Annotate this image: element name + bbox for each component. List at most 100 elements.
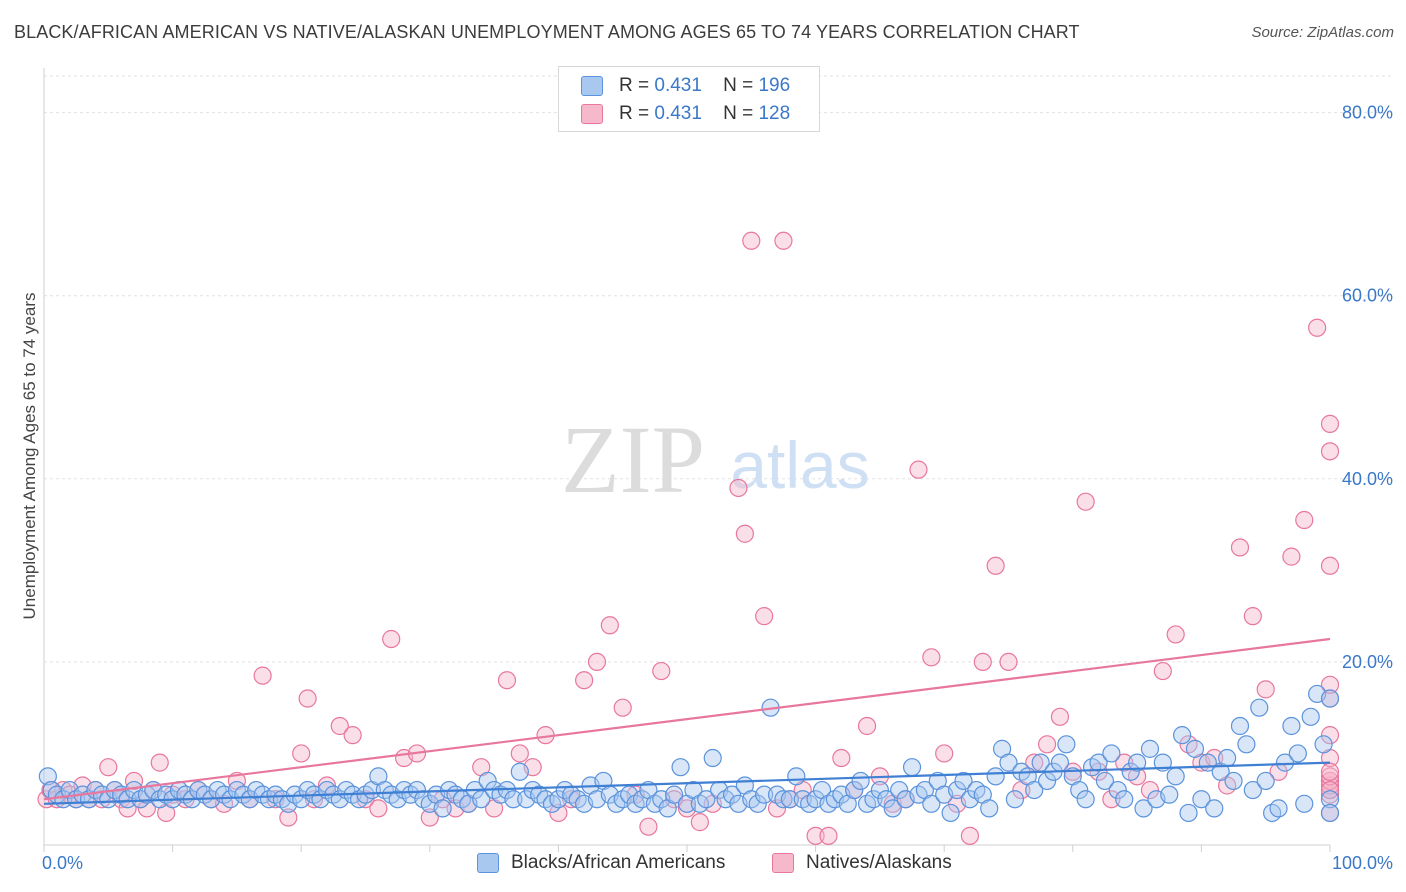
x-tick-label: 100.0%	[1332, 853, 1393, 873]
natives-point	[1295, 510, 1314, 530]
blacks-point	[1205, 799, 1224, 818]
legend-swatch-pink	[772, 853, 794, 873]
blacks-point	[671, 758, 690, 777]
natives-point	[549, 803, 568, 823]
natives-point	[1320, 785, 1340, 804]
blacks-point	[1057, 735, 1076, 754]
natives-point	[99, 758, 118, 777]
blacks-point	[1237, 735, 1256, 754]
blacks-point	[510, 762, 529, 781]
blacks-point	[697, 790, 716, 809]
blacks-point	[38, 767, 57, 786]
blacks-point	[1301, 707, 1320, 726]
blacks-point	[1005, 790, 1025, 809]
natives-point	[1256, 680, 1275, 699]
natives-point	[742, 231, 761, 250]
natives-point	[729, 478, 748, 498]
blacks-point	[433, 799, 452, 818]
legend-swatch-blue	[581, 76, 603, 96]
legend-row-blacks: R = 0.431 N = 196	[581, 73, 790, 99]
blacks-point	[1185, 739, 1205, 758]
natives-point	[369, 799, 388, 818]
blacks-point	[986, 767, 1005, 786]
blacks-point	[1320, 803, 1340, 823]
blacks-point	[1224, 771, 1243, 791]
blacks-point	[1320, 689, 1340, 708]
natives-point	[92, 790, 111, 809]
natives-point	[832, 748, 851, 768]
r-label: R =	[619, 103, 650, 124]
y-tick-label: 60.0%	[1342, 286, 1393, 306]
blacks-point	[1070, 780, 1089, 800]
natives-point	[1153, 661, 1172, 681]
watermark-zip: ZIP	[561, 406, 705, 513]
natives-point	[112, 790, 131, 809]
natives-point	[1320, 414, 1340, 433]
natives-point	[124, 771, 144, 791]
natives-point	[1320, 442, 1340, 461]
natives-point	[755, 607, 774, 626]
natives-point	[774, 231, 793, 250]
blacks-point	[780, 790, 799, 809]
natives-point	[1320, 726, 1340, 745]
blacks-point	[1230, 716, 1250, 736]
blacks-point	[1250, 698, 1269, 717]
source-label: Source: ZipAtlas.com	[1251, 24, 1394, 41]
r-value: 0.431	[654, 75, 702, 96]
blacks-point	[1108, 780, 1127, 800]
natives-point	[1037, 735, 1057, 754]
watermark-atlas: atlas	[730, 428, 869, 502]
correlation-legend: R = 0.431 N = 196 R = 0.431 N = 128	[558, 66, 820, 132]
natives-point	[253, 666, 272, 685]
blacks-point	[774, 790, 793, 809]
trend-lines	[43, 637, 1331, 805]
blacks-point	[1166, 767, 1185, 786]
tick-labels: 20.0% 40.0% 60.0% 80.0% 0.0% 100.0%	[42, 103, 1393, 873]
legend-item-natives: Natives/Alaskans	[772, 852, 952, 874]
blacks-point	[1102, 744, 1121, 763]
blacks-point	[1314, 735, 1333, 754]
blacks-point	[941, 803, 960, 823]
n-label: N =	[723, 103, 754, 124]
blacks-point	[870, 780, 890, 800]
natives-point	[1166, 625, 1185, 644]
natives-point	[935, 744, 954, 763]
blacks-point	[851, 771, 870, 791]
natives-point	[806, 826, 825, 845]
blacks-point	[1282, 716, 1301, 736]
natives-point	[510, 744, 529, 763]
natives-point	[292, 744, 311, 763]
blacks-point	[1173, 726, 1192, 745]
blacks-point	[1134, 799, 1153, 818]
blacks-point	[1295, 794, 1314, 813]
gridlines	[44, 75, 1392, 663]
natives-point	[420, 808, 439, 827]
legend-row-natives: R = 0.431 N = 128	[581, 101, 790, 127]
blacks-point	[877, 790, 896, 809]
blacks-point	[845, 780, 864, 800]
natives-point	[1230, 538, 1250, 557]
blacks-point	[1192, 790, 1211, 809]
legend-label: Natives/Alaskans	[806, 852, 952, 873]
natives-point	[613, 698, 632, 717]
blacks-point	[883, 799, 902, 818]
blacks-point	[703, 748, 722, 768]
blacks-point	[1050, 753, 1070, 772]
natives-point	[1050, 707, 1070, 726]
natives-point	[922, 648, 941, 667]
natives-point	[330, 716, 349, 736]
natives-point	[382, 629, 401, 649]
natives-point	[909, 460, 928, 479]
natives-point	[1076, 492, 1095, 511]
natives-point	[960, 826, 980, 845]
x-tick-label: 0.0%	[42, 853, 83, 873]
r-value: 0.431	[654, 103, 702, 124]
blacks-point	[665, 785, 684, 804]
blacks-point	[1127, 753, 1147, 772]
blacks-point	[407, 780, 427, 800]
natives-point	[857, 716, 877, 736]
axes	[43, 68, 1331, 852]
natives-point	[279, 808, 298, 827]
natives-point	[652, 661, 671, 681]
blacks-point	[1218, 748, 1237, 768]
